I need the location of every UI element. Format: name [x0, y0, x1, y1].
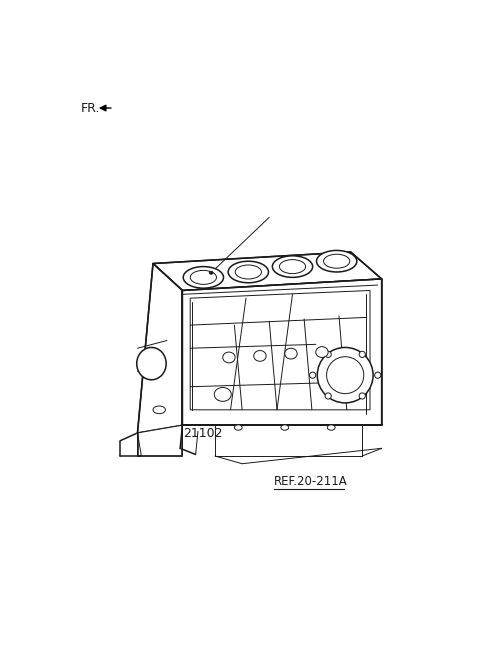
- Ellipse shape: [325, 393, 331, 399]
- Ellipse shape: [183, 266, 224, 288]
- Polygon shape: [153, 252, 382, 291]
- Ellipse shape: [285, 348, 297, 359]
- Ellipse shape: [281, 425, 288, 430]
- Ellipse shape: [310, 372, 316, 379]
- Ellipse shape: [316, 251, 357, 272]
- Ellipse shape: [209, 271, 213, 274]
- Ellipse shape: [223, 352, 235, 363]
- Text: 21102: 21102: [183, 427, 222, 440]
- Ellipse shape: [375, 372, 381, 379]
- Ellipse shape: [214, 388, 231, 401]
- Polygon shape: [182, 279, 382, 425]
- Ellipse shape: [327, 425, 335, 430]
- Ellipse shape: [234, 425, 242, 430]
- Polygon shape: [215, 425, 362, 456]
- Ellipse shape: [325, 352, 331, 358]
- Ellipse shape: [317, 348, 373, 403]
- Ellipse shape: [153, 406, 166, 414]
- Text: REF.20-211A: REF.20-211A: [274, 475, 348, 488]
- Polygon shape: [137, 425, 182, 456]
- Ellipse shape: [137, 348, 166, 380]
- Ellipse shape: [359, 393, 365, 399]
- Ellipse shape: [254, 350, 266, 361]
- Polygon shape: [137, 264, 182, 433]
- Ellipse shape: [316, 346, 328, 358]
- Text: FR.: FR.: [81, 102, 100, 115]
- Ellipse shape: [272, 256, 312, 277]
- Ellipse shape: [228, 261, 268, 283]
- Ellipse shape: [359, 352, 365, 358]
